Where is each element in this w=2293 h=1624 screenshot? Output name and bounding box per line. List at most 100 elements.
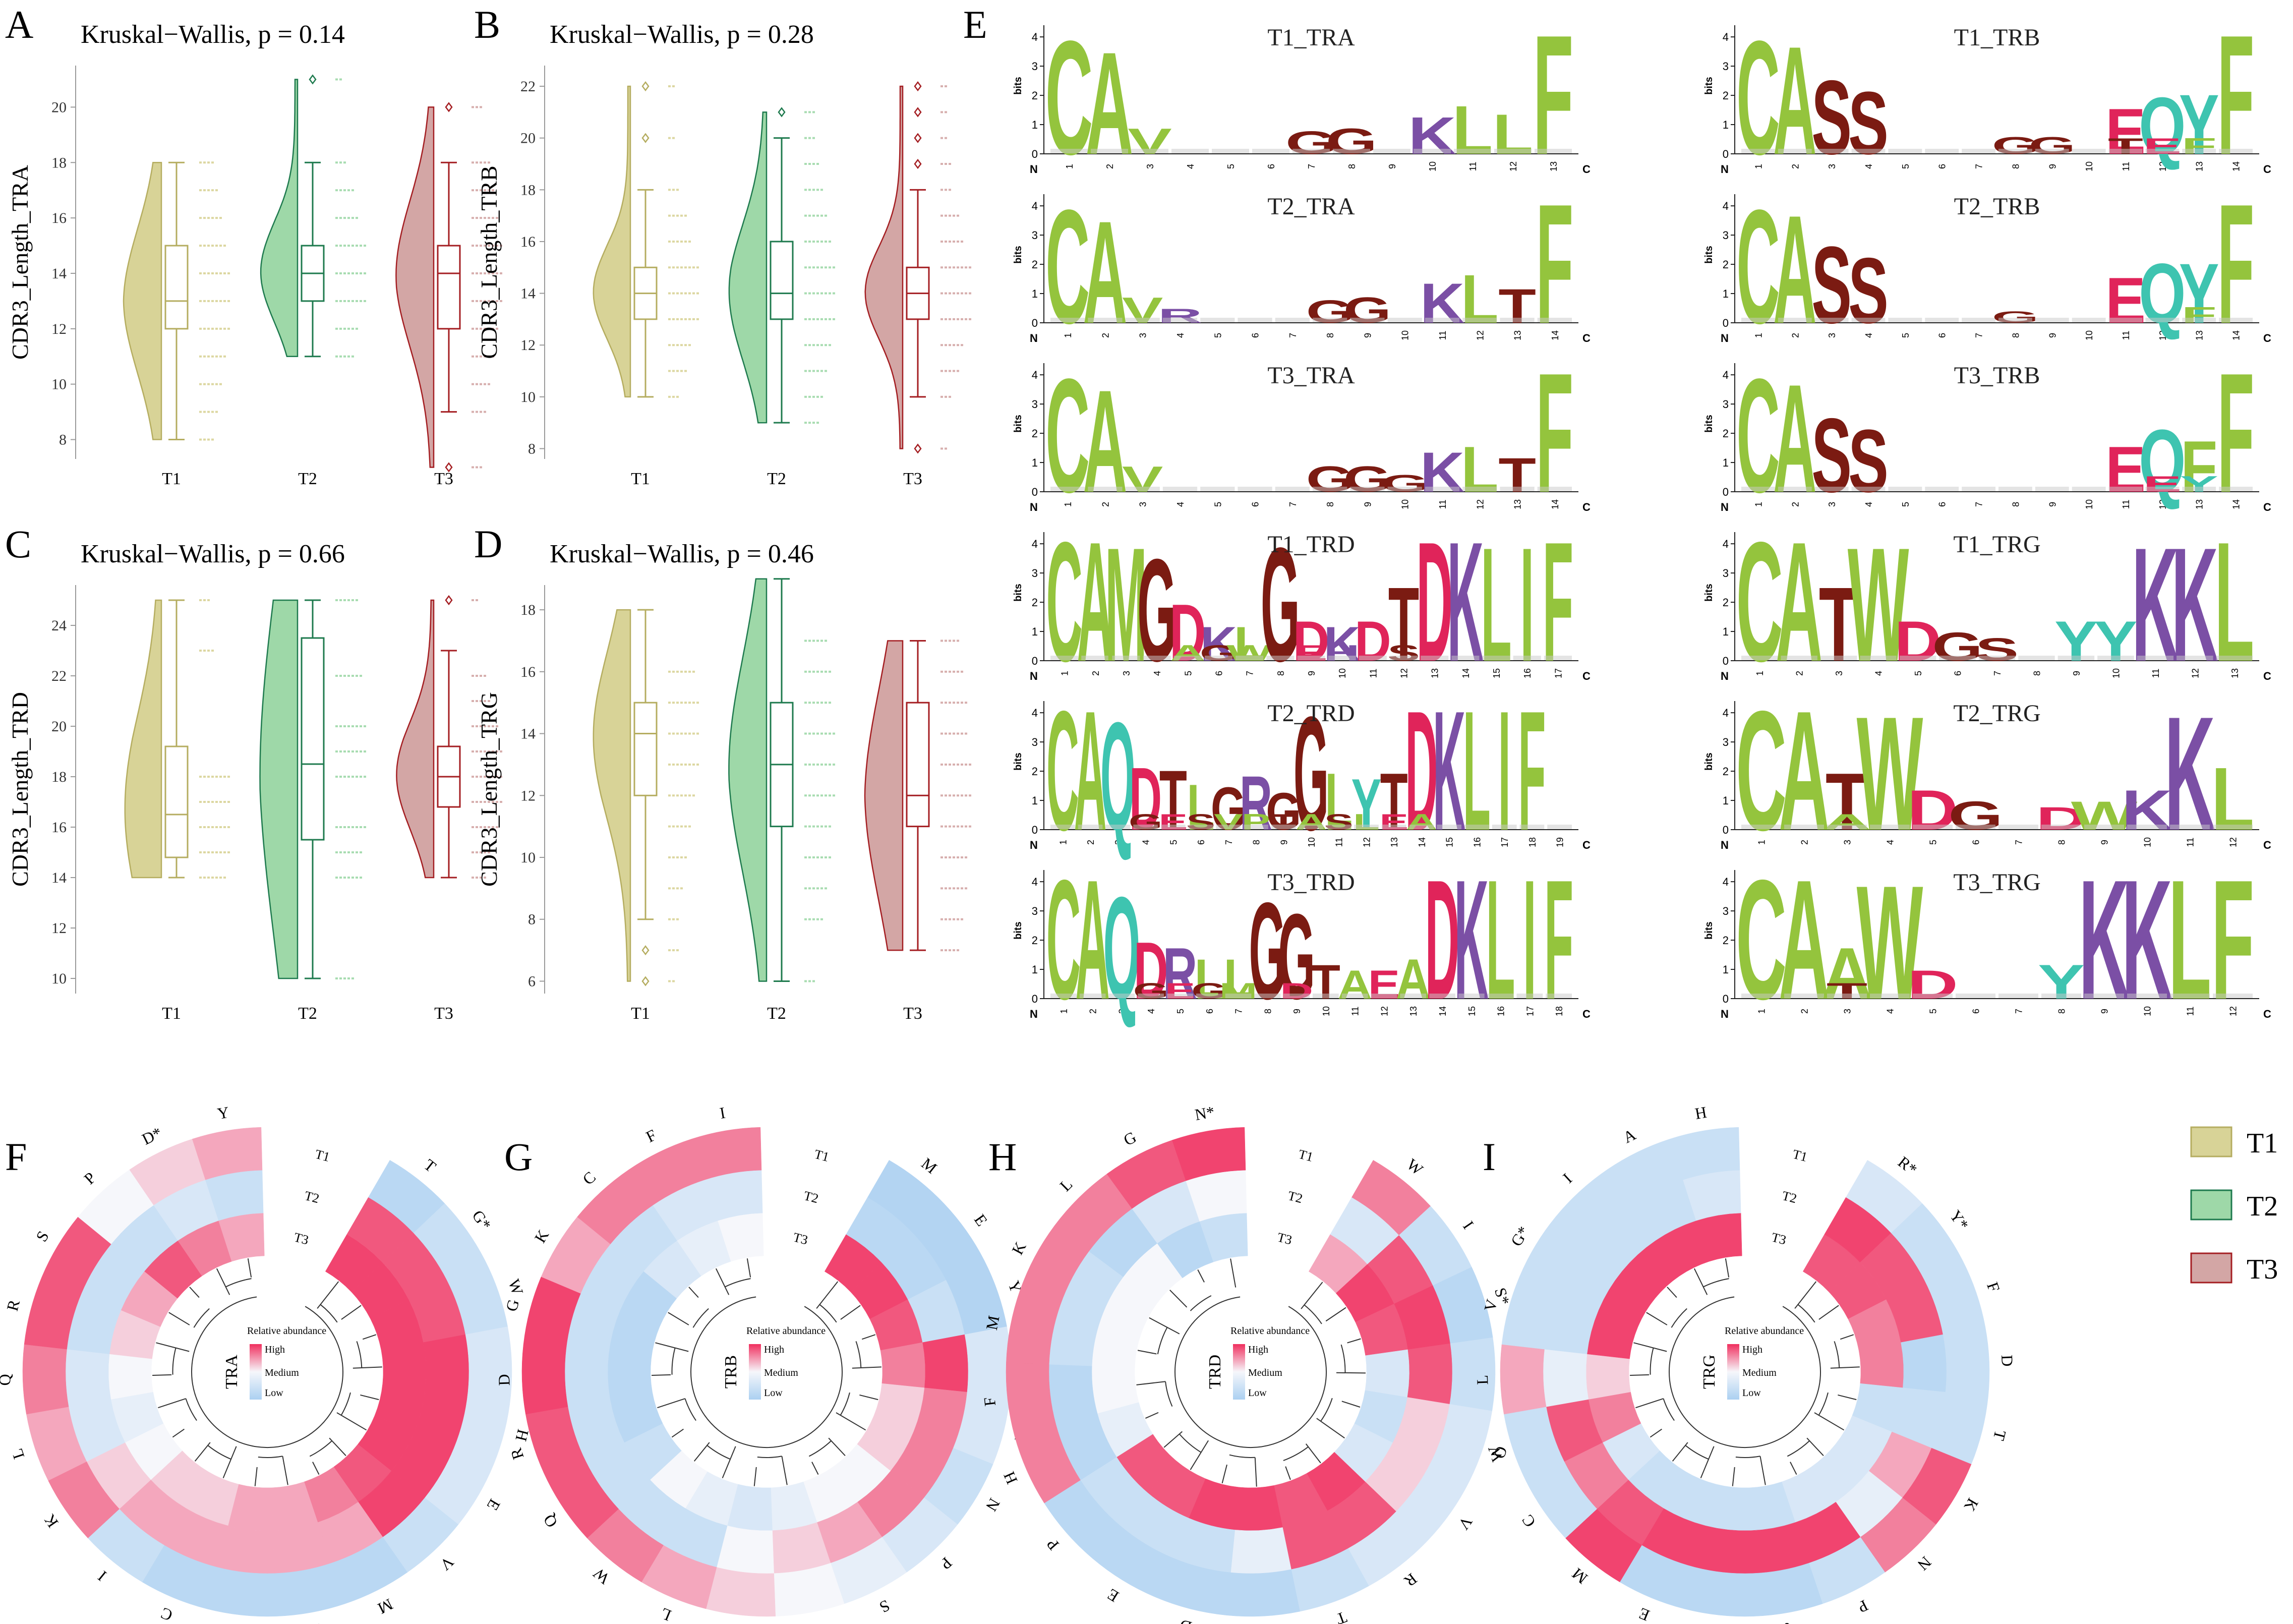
- logo-y-tick-label: 3: [1032, 60, 1038, 73]
- logo-letter: A: [1773, 353, 1816, 525]
- jitter-point-T2: [812, 370, 815, 372]
- jitter-point-T2: [347, 977, 350, 979]
- ring-label: T2: [802, 1188, 820, 1206]
- jitter-point-T3: [480, 217, 482, 219]
- jitter-point-T3: [500, 245, 502, 247]
- jitter-point-T1: [219, 327, 222, 330]
- jitter-point-T3: [949, 702, 951, 704]
- jitter-point-T2: [808, 640, 811, 642]
- jitter-point-T3: [472, 161, 474, 164]
- jitter-point-T2: [339, 675, 342, 677]
- jitter-point-T1: [684, 370, 687, 372]
- y-tick-label: 16: [520, 234, 536, 250]
- jitter-point-T1: [680, 318, 683, 320]
- dendrogram-join: [819, 1304, 837, 1323]
- dendrogram-branch: [158, 1398, 186, 1409]
- jitter-point-T2: [808, 163, 811, 165]
- heatmap-cell-T3: [1234, 1485, 1283, 1531]
- logo-n-terminus: N: [1030, 1008, 1038, 1020]
- logo-position-label: 1: [1059, 1009, 1069, 1014]
- dendrogram-branch: [1325, 1307, 1346, 1322]
- logo-letter-minor: S: [1324, 809, 1353, 834]
- logo-n-terminus: N: [1030, 332, 1038, 344]
- logo-position-label: 13: [2195, 499, 2205, 509]
- jitter-point-T2: [351, 189, 354, 192]
- jitter-point-T3: [945, 887, 947, 890]
- jitter-point-T1: [680, 763, 683, 766]
- amino-acid-label: E: [484, 1496, 504, 1514]
- logo-position-label: 11: [1468, 162, 1478, 171]
- logo-low-stack: [1133, 825, 1158, 829]
- logo-low-stack: [1482, 656, 1510, 660]
- logo-position-label: 9: [1292, 1009, 1302, 1014]
- y-tick-label: 20: [51, 99, 67, 115]
- logo-position-label: 8: [1325, 333, 1335, 338]
- jitter-point-T2: [335, 851, 338, 853]
- legend-swatch-T1: [2190, 1126, 2232, 1157]
- logo-letter: T: [1498, 448, 1536, 502]
- jitter-point-T3: [953, 763, 955, 766]
- logo-letter: E: [2105, 95, 2146, 168]
- jitter-point-T3: [957, 887, 959, 890]
- logo-position-label: 4: [1152, 671, 1162, 676]
- jitter-point-T2: [829, 732, 831, 735]
- x-tick-label: T2: [298, 1004, 317, 1023]
- heatmap-cell-T1: [521, 1344, 568, 1415]
- outlier-T3: [914, 81, 922, 92]
- ring-label: T1: [1791, 1147, 1809, 1165]
- jitter-point-T1: [696, 702, 699, 704]
- jitter-point-T3: [957, 640, 959, 642]
- logo-position-label: 4: [1874, 671, 1884, 676]
- logo-letter: G: [2029, 132, 2076, 159]
- jitter-point-T1: [223, 877, 226, 879]
- box-T1: [164, 245, 189, 330]
- logo-position-label: 11: [1350, 1007, 1361, 1016]
- logo-position-label: 12: [1399, 668, 1409, 678]
- logo-position-label: 12: [2158, 161, 2168, 171]
- jitter-point-T2: [335, 78, 338, 81]
- logo-low-stack: [1283, 994, 1310, 998]
- logo-letter: G: [1266, 782, 1301, 841]
- jitter-point-T1: [672, 318, 675, 320]
- logo-low-stack: [1925, 149, 1959, 153]
- amino-acid-label: P: [1855, 1596, 1871, 1616]
- jitter-point-T2: [820, 887, 823, 890]
- dendrogram-join: [1663, 1398, 1675, 1421]
- logo-position-label: 1: [1063, 333, 1073, 338]
- jitter-point-T3: [484, 411, 486, 413]
- jitter-point-T2: [343, 161, 346, 164]
- jitter-point-T3: [476, 599, 478, 601]
- logo-letter: S: [1975, 631, 2019, 668]
- logo-letter-minor: A: [1296, 809, 1327, 834]
- jitter-point-T2: [825, 763, 827, 766]
- ring-label: T1: [813, 1147, 831, 1165]
- jitter-point-T2: [816, 825, 819, 828]
- jitter-point-T3: [476, 851, 478, 853]
- jitter-point-T3: [945, 344, 947, 346]
- dendrogram-join: [1685, 1445, 1709, 1460]
- jitter-point-T3: [940, 163, 943, 165]
- logo-letter: K: [1433, 676, 1465, 866]
- jitter-point-T3: [484, 801, 486, 803]
- logo-low-stack: [2170, 825, 2210, 829]
- logo-position-label: 10: [1428, 161, 1438, 171]
- jitter-point-T1: [672, 189, 675, 191]
- dendrogram-branch: [1732, 1467, 1735, 1486]
- jitter-point-T1: [203, 826, 206, 828]
- jitter-point-T2: [339, 851, 342, 853]
- logo-low-stack: [1162, 487, 1198, 491]
- logo-position-label: 17: [1553, 668, 1563, 678]
- jitter-point-T1: [215, 327, 218, 330]
- jitter-point-T2: [812, 137, 815, 139]
- logo-position-label: 12: [1475, 499, 1485, 509]
- y-tick-label: 14: [520, 285, 536, 302]
- logo-low-stack: [1778, 318, 1812, 322]
- logo-letter: D: [1169, 588, 1206, 678]
- logo-low-stack: [1050, 994, 1077, 998]
- logo-low-stack: [2219, 149, 2253, 153]
- amino-acid-label: N: [982, 1495, 1004, 1515]
- jitter-point-T2: [804, 370, 807, 372]
- amino-acid-label: D*: [139, 1123, 165, 1148]
- jitter-point-T3: [957, 670, 959, 673]
